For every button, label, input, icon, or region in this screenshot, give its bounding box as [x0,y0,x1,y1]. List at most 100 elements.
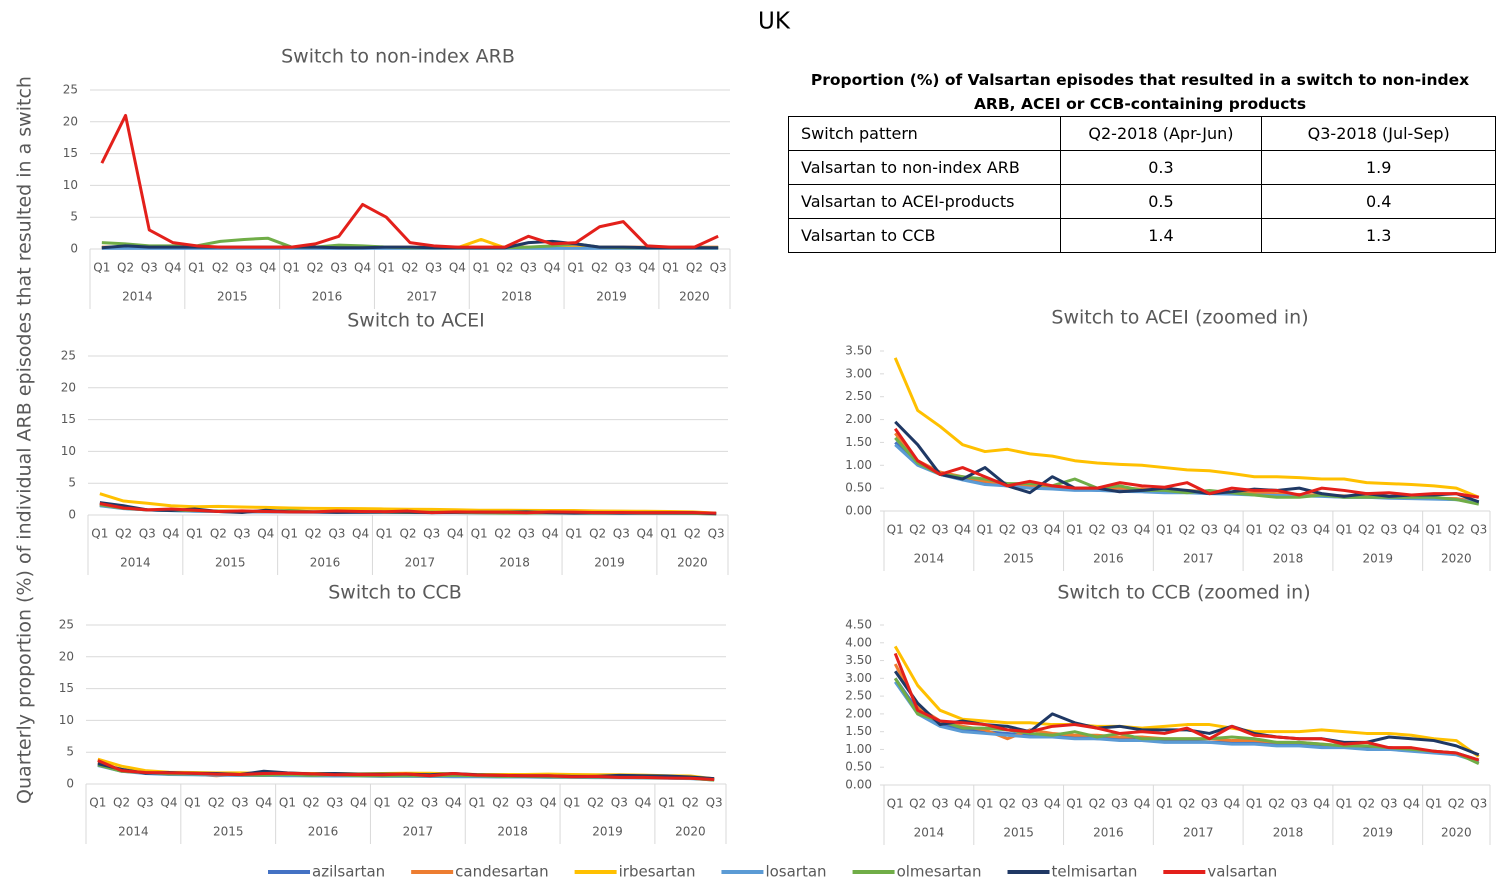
x-tick-label: Q4 [259,261,276,275]
series-line [893,645,1480,758]
x-tick-label: Q3 [518,527,535,541]
x-tick-label: Q1 [1425,797,1442,811]
x-tick-label: Q4 [636,527,653,541]
x-tick-label: Q4 [954,523,971,537]
table-header-row: Switch pattern Q2-2018 (Apr-Jun) Q3-2018 (… [788,116,1496,151]
x-tick-label: Q3 [423,527,440,541]
x-tick-label: Q4 [354,261,371,275]
x-tick-label: Q3 [1201,523,1218,537]
x-tick-label: Q3 [330,261,347,275]
x-tick-label: Q1 [567,261,584,275]
x-tick-label: Q1 [1246,523,1263,537]
x-tick-label: Q3 [141,261,158,275]
y-tick-label: 4.00 [845,635,872,649]
chart-title: Switch to ACEI (zoomed in) [1051,307,1308,329]
x-tick-label: Q2 [397,796,414,810]
x-tick-label: Q1 [658,796,675,810]
x-tick-label: Q3 [520,261,537,275]
y-tick-label: 20 [59,649,74,663]
x-tick-label: Q1 [469,796,486,810]
x-tick-label: Q3 [710,261,727,275]
y-tick-label: 1.50 [845,724,872,738]
x-tick-label: Q1 [976,797,993,811]
x-tick-label: Q3 [708,527,725,541]
x-tick-label: Q3 [232,796,249,810]
x-tick-label: Q1 [279,796,296,810]
table-cell: Valsartan to ACEI-products [788,184,1061,219]
legend-label: valsartan [1207,863,1277,881]
year-label: 2017 [405,556,436,570]
series-line [894,420,1480,504]
x-tick-label: Q4 [1313,523,1330,537]
year-label: 2018 [497,825,528,839]
x-tick-label: Q1 [976,523,993,537]
y-tick-label: 4.50 [845,618,872,632]
table-row: Valsartan to non-index ARB 0.3 1.9 [788,150,1496,185]
year-label: 2015 [215,556,246,570]
legend-label: candesartan [455,863,548,881]
x-tick-label: Q2 [494,527,511,541]
y-tick-label: 15 [61,412,76,426]
x-tick-label: Q2 [496,261,513,275]
y-tick-label: 3.50 [845,344,872,358]
year-label: 2019 [594,556,625,570]
x-tick-label: Q2 [401,261,418,275]
legend-label: azilsartan [312,863,385,881]
chart-title: Switch to CCB (zoomed in) [1057,582,1310,604]
x-tick-label: Q1 [188,261,205,275]
y-tick-label: 3.00 [845,366,872,380]
legend-label: irbesartan [619,863,696,881]
y-tick-label: 2.00 [845,706,872,720]
table-cell: 1.9 [1261,150,1496,185]
x-tick-label: Q2 [1268,797,1285,811]
x-tick-label: Q1 [660,527,677,541]
year-label: 2015 [213,825,244,839]
x-tick-label: Q3 [611,796,628,810]
y-tick-label: 0.00 [845,504,872,518]
series-line [100,113,719,249]
x-tick-label: Q3 [139,527,156,541]
x-tick-label: Q2 [999,797,1016,811]
x-tick-label: Q4 [638,261,655,275]
y-tick-label: 2.50 [845,689,872,703]
y-axis-label: Quarterly proportion (%) of individual A… [14,76,36,804]
x-tick-label: Q3 [137,796,154,810]
x-tick-label: Q1 [283,261,300,275]
x-tick-label: Q2 [303,796,320,810]
x-tick-label: Q3 [1380,523,1397,537]
series-line [893,681,1480,764]
y-tick-label: 3.00 [845,671,872,685]
x-tick-label: Q1 [473,261,490,275]
x-tick-label: Q3 [1291,523,1308,537]
legend-label: olmesartan [897,863,982,881]
x-tick-label: Q4 [160,796,177,810]
year-label: 2018 [499,556,530,570]
x-tick-label: Q3 [1380,797,1397,811]
series-line [97,759,715,782]
y-tick-label: 5 [70,210,78,224]
x-tick-label: Q1 [374,796,391,810]
x-tick-label: Q1 [1425,523,1442,537]
series-line [893,357,1480,499]
y-tick-label: 25 [61,349,76,363]
year-label: 2020 [1441,552,1472,566]
x-tick-label: Q4 [447,527,464,541]
year-label: 2014 [120,556,151,570]
y-tick-label: 2.50 [845,389,872,403]
x-tick-label: Q1 [378,261,395,275]
year-label: 2018 [1273,826,1304,840]
x-tick-label: Q2 [399,527,416,541]
x-tick-label: Q2 [591,261,608,275]
x-tick-label: Q3 [1201,797,1218,811]
x-tick-label: Q4 [634,796,651,810]
x-tick-label: Q2 [1089,797,1106,811]
year-label: 2015 [217,290,248,304]
year-label: 2020 [675,825,706,839]
x-tick-label: Q3 [1021,797,1038,811]
chart-title: Switch to ACEI [347,310,485,332]
legend-label: losartan [765,863,826,881]
legend-label: telmisartan [1052,863,1138,881]
x-tick-label: Q1 [471,527,488,541]
x-tick-label: Q1 [91,527,108,541]
